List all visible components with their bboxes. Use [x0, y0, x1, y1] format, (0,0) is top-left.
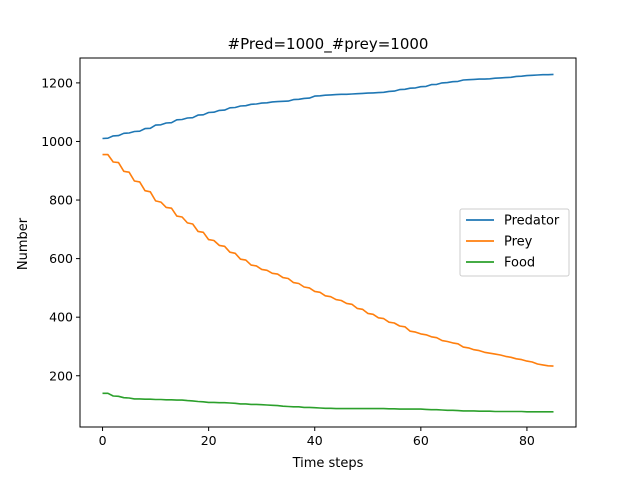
x-tick-label: 0 [99, 433, 107, 448]
chart-title: #Pred=1000_#prey=1000 [228, 35, 429, 54]
legend-box [459, 208, 570, 277]
y-axis-label: Number [16, 217, 31, 270]
legend-label-prey: Prey [504, 235, 533, 250]
legend-label-food: Food [504, 256, 535, 271]
series-line-prey [102, 153, 554, 367]
legend: Predator Prey Food [459, 208, 570, 277]
series-layer [102, 73, 554, 413]
x-axis: 0 20 40 60 80 [99, 427, 535, 448]
legend-label-predator: Predator [504, 214, 560, 229]
y-axis: 200 400 600 800 1000 1200 [41, 75, 80, 383]
x-tick-label: 20 [201, 433, 217, 448]
y-tick-label: 800 [49, 193, 73, 208]
x-tick-label: 40 [307, 433, 323, 448]
y-tick-label: 1000 [41, 134, 73, 149]
x-tick-label: 80 [519, 433, 535, 448]
x-axis-label: Time steps [292, 456, 364, 471]
series-line-food [102, 392, 554, 413]
plot-frame [79, 57, 577, 428]
y-tick-label: 400 [49, 310, 73, 325]
series-line-predator [102, 73, 554, 140]
y-tick-label: 600 [49, 251, 73, 266]
y-tick-label: 200 [49, 368, 73, 383]
x-tick-label: 60 [413, 433, 429, 448]
y-tick-label: 1200 [41, 75, 73, 90]
